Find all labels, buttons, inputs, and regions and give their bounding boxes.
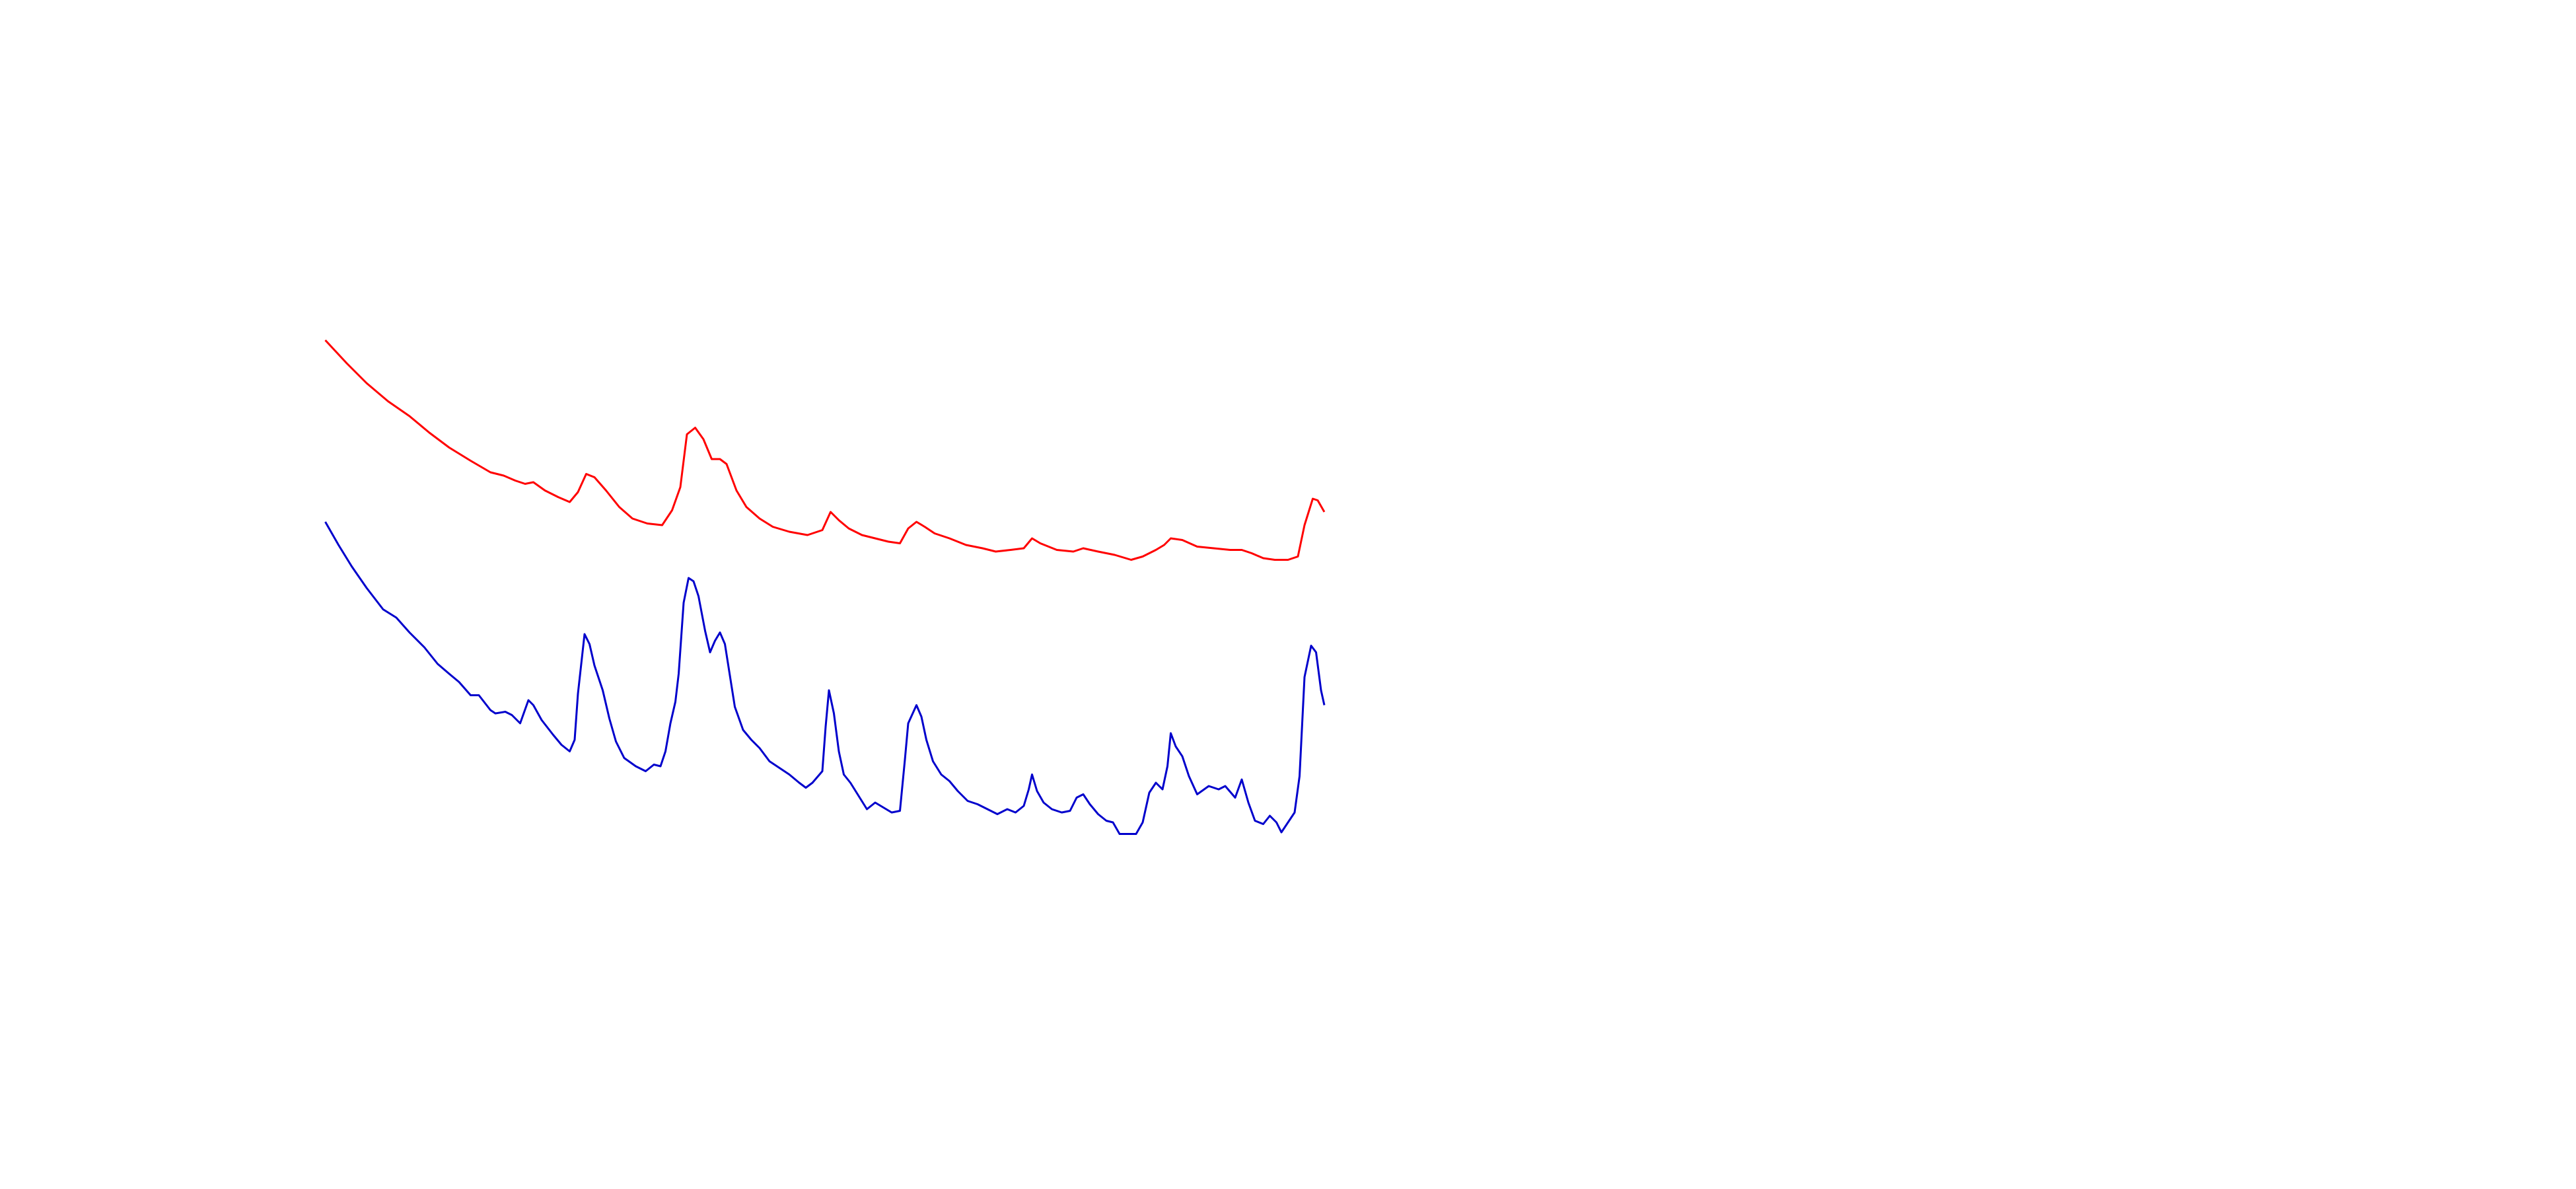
line (324, 339, 1326, 561)
line (324, 521, 1326, 835)
